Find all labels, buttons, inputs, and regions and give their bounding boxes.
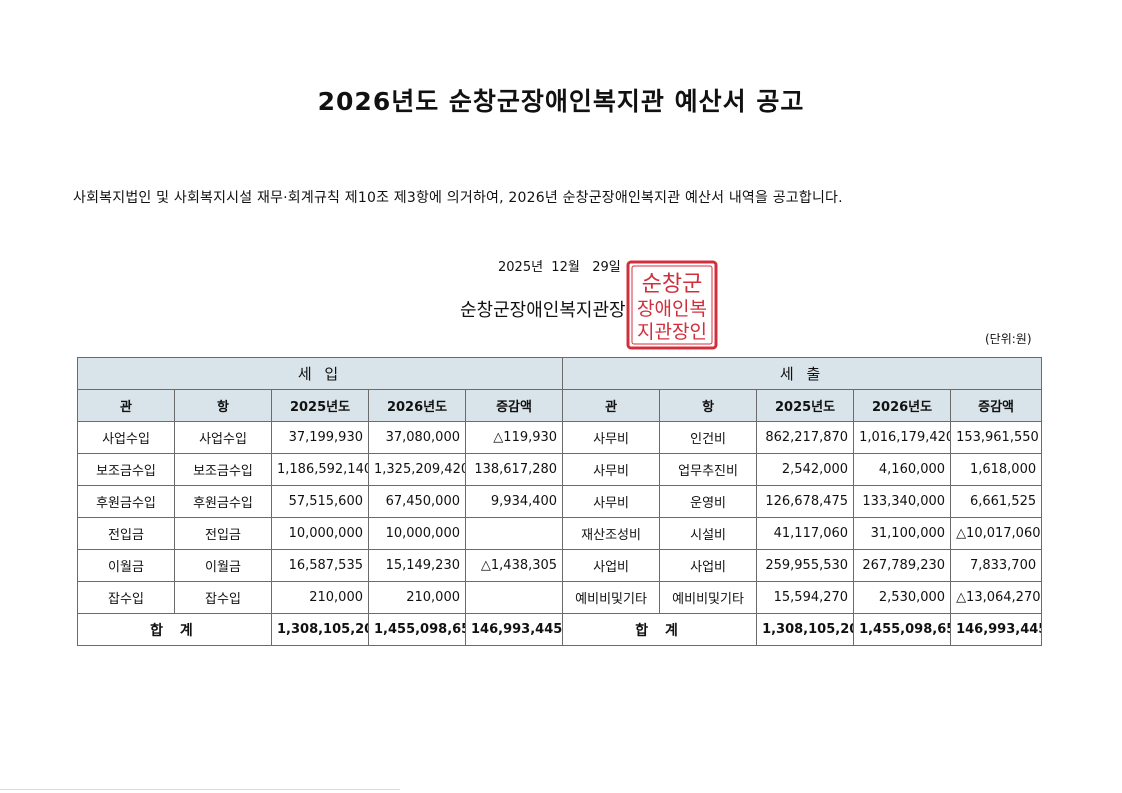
income-2026-cell: 1,325,209,420	[368, 453, 466, 486]
unit-label: (단위:원)	[985, 332, 1032, 346]
expense-2025-cell: 259,955,530	[756, 549, 855, 582]
income-item-cell: 전입금	[174, 517, 272, 550]
income-2026-cell: 37,080,000	[368, 421, 466, 454]
column-header-expense-change: 증감액	[950, 389, 1043, 422]
income-2025-cell: 1,186,592,140	[271, 453, 369, 486]
income-2025-cell: 57,515,600	[271, 485, 369, 518]
income-2026-cell: 210,000	[368, 581, 466, 614]
income-total-2025: 1,308,105,205	[271, 613, 369, 646]
income-item-cell: 후원금수입	[174, 485, 272, 518]
expense-total-label: 합 계	[562, 613, 758, 646]
expense-2026-cell: 2,530,000	[853, 581, 952, 614]
announcement-date: 2025년 12월 29일	[498, 260, 621, 275]
income-category-cell: 전입금	[77, 517, 175, 550]
expense-total-2026: 1,455,098,650	[853, 613, 952, 646]
income-2026-cell: 67,450,000	[368, 485, 466, 518]
table-row: 잡수입 잡수입 210,000 210,000 예비비및기타 예비비및기타 15,594,2…	[77, 581, 1043, 614]
expense-change-cell: △10,017,060	[950, 517, 1043, 550]
seal-text-line: 장애인복	[637, 298, 707, 320]
expense-change-cell: 7,833,700	[950, 549, 1043, 582]
expense-2026-cell: 4,160,000	[853, 453, 952, 486]
expense-category-cell: 사무비	[562, 453, 661, 486]
income-category-cell: 후원금수입	[77, 485, 175, 518]
income-item-cell: 이월금	[174, 549, 272, 582]
table-row: 사업수입 사업수입 37,199,930 37,080,000 △119,930 사무비 인…	[77, 421, 1043, 454]
column-header-income-item: 항	[174, 389, 272, 422]
income-total-2026: 1,455,098,650	[368, 613, 466, 646]
column-header-income-2025: 2025년도	[271, 389, 369, 422]
scan-edge-line	[0, 789, 400, 790]
expense-2025-cell: 15,594,270	[756, 581, 855, 614]
column-header-expense-2026: 2026년도	[853, 389, 952, 422]
expense-2026-cell: 31,100,000	[853, 517, 952, 550]
income-change-cell	[464, 517, 564, 550]
expense-2026-cell: 267,789,230	[853, 549, 952, 582]
income-category-cell: 사업수입	[77, 421, 175, 454]
budget-table: 세 입 세 출 관 항 2025년도 2026년도 증감액 관 항 2025년도 2026년도 증…	[76, 357, 1043, 646]
income-change-cell	[464, 581, 564, 614]
expense-change-cell: 6,661,525	[950, 485, 1043, 518]
official-seal-stamp: 순창군 장애인복 지관장인	[626, 260, 718, 350]
expense-total-2025: 1,308,105,205	[756, 613, 855, 646]
income-2026-cell: 15,149,230	[368, 549, 466, 582]
seal-text-line: 지관장인	[637, 321, 707, 343]
expense-change-cell: 1,618,000	[950, 453, 1043, 486]
section-income-header: 세 입	[76, 357, 564, 390]
expense-category-cell: 사무비	[562, 485, 661, 518]
expense-2026-cell: 133,340,000	[853, 485, 952, 518]
column-header-expense-category: 관	[562, 389, 661, 422]
table-row: 보조금수입 보조금수입 1,186,592,140 1,325,209,420 138,…	[77, 453, 1043, 486]
income-item-cell: 보조금수입	[174, 453, 272, 486]
income-total-label: 합 계	[77, 613, 272, 646]
expense-item-cell: 사업비	[659, 549, 758, 582]
income-item-cell: 잡수입	[174, 581, 272, 614]
expense-item-cell: 업무추진비	[659, 453, 758, 486]
expense-item-cell: 예비비및기타	[659, 581, 758, 614]
income-2025-cell: 210,000	[271, 581, 369, 614]
expense-total-change: 146,993,445	[950, 613, 1043, 646]
expense-category-cell: 예비비및기타	[562, 581, 661, 614]
expense-2025-cell: 41,117,060	[756, 517, 855, 550]
document-title: 2026년도 순창군장애인복지관 예산서 공고	[317, 87, 805, 116]
column-header-income-category: 관	[77, 389, 175, 422]
expense-2025-cell: 2,542,000	[756, 453, 855, 486]
seal-text-line: 순창군	[642, 272, 703, 297]
expense-category-cell: 사업비	[562, 549, 661, 582]
income-category-cell: 이월금	[77, 549, 175, 582]
announcement-text: 사회복지법인 및 사회복지시설 재무·회계규칙 제10조 제3항에 의거하여, …	[73, 190, 843, 206]
income-2025-cell: 10,000,000	[271, 517, 369, 550]
expense-category-cell: 재산조성비	[562, 517, 661, 550]
table-row: 이월금 이월금 16,587,535 15,149,230 △1,438,305 사업비 사…	[77, 549, 1043, 582]
income-change-cell: △119,930	[464, 421, 564, 454]
income-2025-cell: 37,199,930	[271, 421, 369, 454]
expense-item-cell: 운영비	[659, 485, 758, 518]
expense-category-cell: 사무비	[562, 421, 661, 454]
total-row: 합 계 1,308,105,205 1,455,098,650 146,993,…	[77, 613, 1043, 646]
income-category-cell: 보조금수입	[77, 453, 175, 486]
income-item-cell: 사업수입	[174, 421, 272, 454]
expense-change-cell: 153,961,550	[950, 421, 1043, 454]
section-expense-header: 세 출	[562, 357, 1043, 390]
expense-item-cell: 시설비	[659, 517, 758, 550]
table-row: 전입금 전입금 10,000,000 10,000,000 재산조성비 시설비 41,117…	[77, 517, 1043, 550]
signer-name: 순창군장애인복지관장	[460, 300, 626, 321]
column-header-income-2026: 2026년도	[368, 389, 466, 422]
income-change-cell: △1,438,305	[464, 549, 564, 582]
table-row: 후원금수입 후원금수입 57,515,600 67,450,000 9,934,400 사…	[77, 485, 1043, 518]
expense-2025-cell: 126,678,475	[756, 485, 855, 518]
expense-2025-cell: 862,217,870	[756, 421, 855, 454]
income-2026-cell: 10,000,000	[368, 517, 466, 550]
column-header-income-change: 증감액	[464, 389, 564, 422]
income-2025-cell: 16,587,535	[271, 549, 369, 582]
expense-2026-cell: 1,016,179,420	[853, 421, 952, 454]
income-change-cell: 138,617,280	[464, 453, 564, 486]
income-category-cell: 잡수입	[77, 581, 175, 614]
column-header-expense-2025: 2025년도	[756, 389, 855, 422]
expense-item-cell: 인건비	[659, 421, 758, 454]
column-header-expense-item: 항	[659, 389, 758, 422]
income-total-change: 146,993,445	[464, 613, 564, 646]
expense-change-cell: △13,064,270	[950, 581, 1043, 614]
income-change-cell: 9,934,400	[464, 485, 564, 518]
